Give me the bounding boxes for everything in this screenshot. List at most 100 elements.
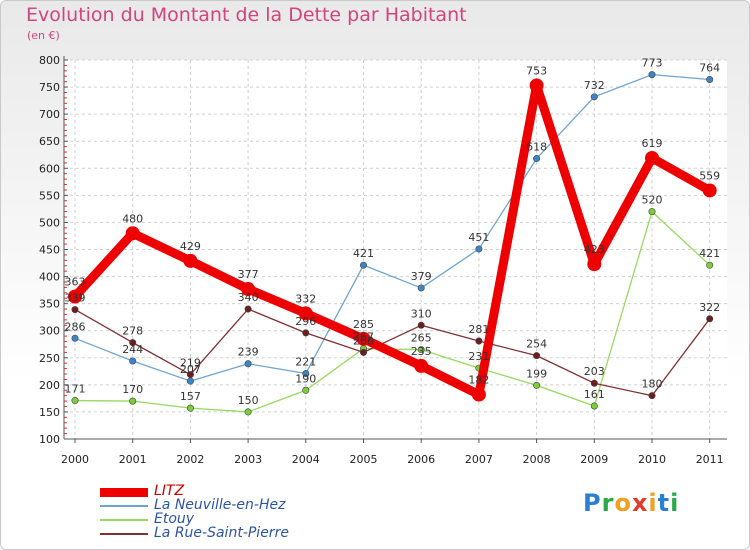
- data-point: [706, 261, 714, 269]
- data-label: 180: [642, 378, 663, 391]
- legend-label: Etouy: [154, 511, 195, 527]
- data-point: [129, 397, 137, 405]
- y-tick-label: 250: [39, 352, 60, 365]
- y-tick-label: 100: [39, 433, 60, 446]
- y-tick-label: 300: [39, 325, 60, 338]
- x-tick-label: 2004: [292, 453, 320, 466]
- data-point: [475, 337, 483, 345]
- data-point: [417, 346, 425, 354]
- y-tick-label: 650: [39, 135, 60, 148]
- data-label: 265: [411, 332, 432, 345]
- x-tick-label: 2011: [696, 453, 724, 466]
- data-point: [129, 339, 137, 347]
- data-label: 332: [295, 292, 316, 305]
- data-label: 619: [642, 137, 663, 150]
- data-label: 421: [699, 247, 720, 260]
- data-point: [71, 397, 79, 405]
- data-point: [706, 75, 714, 83]
- data-point: [183, 253, 198, 268]
- data-point: [71, 334, 79, 342]
- data-point: [648, 392, 656, 400]
- x-tick-label: 2007: [465, 453, 493, 466]
- data-label: 281: [468, 323, 489, 336]
- data-label: 285: [353, 318, 374, 331]
- data-label: 221: [295, 355, 316, 368]
- data-point: [471, 387, 486, 402]
- series-line: [70, 80, 715, 400]
- data-point: [68, 289, 82, 304]
- logo-letter: o: [614, 489, 632, 517]
- y-tick-label: 800: [39, 54, 60, 67]
- data-label: 764: [699, 61, 720, 74]
- data-label: 322: [699, 301, 720, 314]
- data-label: 379: [411, 270, 432, 283]
- data-label: 203: [584, 365, 605, 378]
- data-label: 170: [122, 383, 143, 396]
- data-label: 310: [411, 307, 432, 320]
- data-label: 171: [65, 383, 86, 396]
- data-label: 377: [238, 268, 259, 281]
- data-point: [533, 381, 541, 389]
- data-label: 235: [411, 345, 432, 358]
- data-point: [241, 282, 256, 297]
- data-label: 618: [526, 141, 547, 154]
- data-point: [244, 305, 252, 313]
- data-label: 732: [584, 79, 605, 92]
- logo-letter: i: [670, 489, 680, 517]
- logo-letter: t: [657, 489, 671, 517]
- y-tick-label: 350: [39, 298, 60, 311]
- data-label: 260: [353, 334, 374, 347]
- data-label: 278: [122, 325, 143, 338]
- data-label: 190: [295, 372, 316, 385]
- logo-letter: r: [601, 489, 615, 517]
- data-point: [590, 93, 598, 101]
- logo-letter: i: [648, 489, 658, 517]
- data-label: 267: [353, 331, 374, 344]
- data-label: 239: [238, 346, 259, 359]
- data-point: [702, 183, 717, 198]
- chart-title: Evolution du Montant de la Dette par Hab…: [26, 4, 467, 26]
- chart-subtitle: (en €): [27, 29, 60, 42]
- y-tick-label: 450: [39, 244, 60, 257]
- y-tick-label: 750: [39, 81, 60, 94]
- logo-letter: P: [583, 489, 602, 517]
- data-label: 773: [642, 57, 663, 70]
- data-point: [186, 377, 194, 385]
- data-label: 340: [238, 291, 259, 304]
- legend-label: La Rue-Saint-Pierre: [154, 525, 289, 541]
- data-point: [186, 371, 194, 379]
- x-tick-label: 2001: [119, 453, 147, 466]
- data-point: [645, 150, 659, 165]
- data-label: 254: [526, 338, 547, 351]
- legend-item: La Rue-Saint-Pierre: [100, 525, 360, 542]
- legend-item: LITZ: [100, 483, 360, 500]
- x-tick-label: 2005: [350, 453, 378, 466]
- data-label: 219: [180, 357, 201, 370]
- data-label: 429: [180, 240, 201, 253]
- data-point: [298, 306, 313, 321]
- legend-label: LITZ: [154, 483, 185, 499]
- x-tick-label: 2008: [523, 453, 551, 466]
- data-point: [648, 208, 656, 216]
- data-label: 207: [180, 363, 201, 376]
- data-point: [129, 357, 137, 365]
- x-tick-label: 2009: [580, 453, 608, 466]
- data-point: [302, 329, 310, 337]
- data-label: 559: [699, 169, 720, 182]
- data-point: [302, 369, 310, 377]
- data-point: [414, 358, 429, 373]
- data-label: 423: [584, 243, 605, 256]
- x-tick-label: 2002: [176, 453, 204, 466]
- x-tick-label: 2006: [407, 453, 435, 466]
- legend-label: La Neuville-en-Hez: [154, 497, 286, 513]
- y-tick-label: 500: [39, 216, 60, 229]
- data-point: [529, 78, 544, 93]
- data-point: [359, 261, 367, 269]
- data-point: [587, 257, 602, 272]
- data-point: [706, 315, 714, 323]
- y-tick-label: 600: [39, 162, 60, 175]
- y-tick-label: 700: [39, 108, 60, 121]
- legend-swatch: [100, 487, 148, 497]
- data-point: [590, 402, 598, 410]
- data-point: [302, 386, 310, 394]
